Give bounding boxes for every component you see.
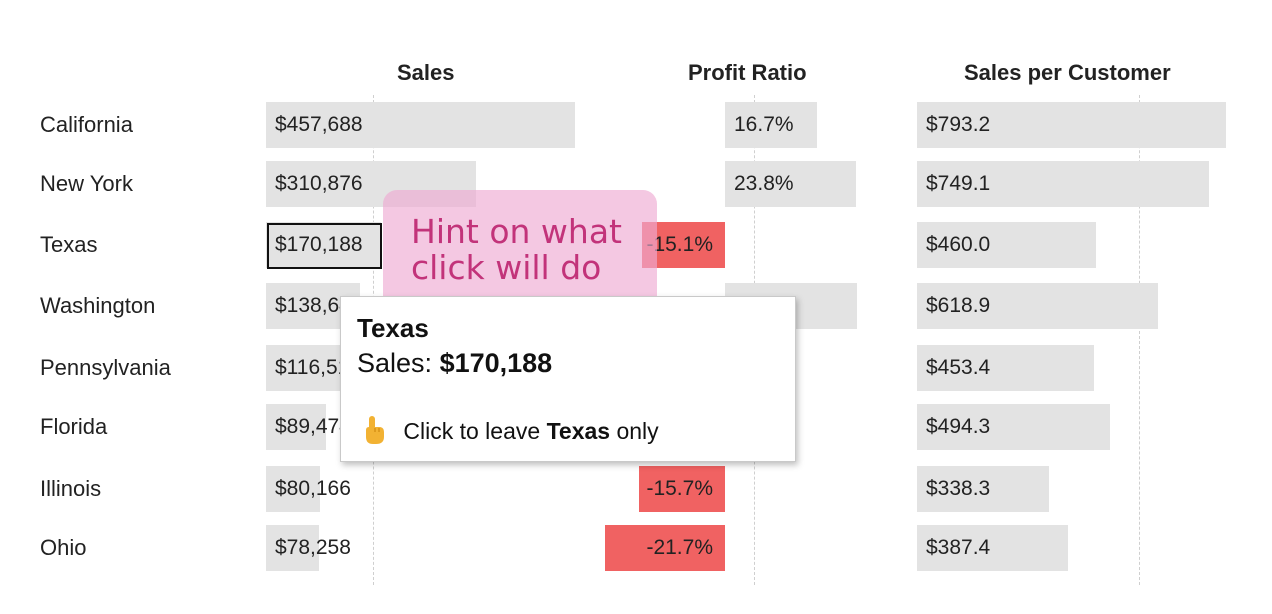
sales-column-header: Sales xyxy=(397,60,455,85)
profit-ratio-bar xyxy=(638,466,725,512)
sales-per-customer-reference-line xyxy=(1139,95,1140,585)
profit-ratio-column-header: Profit Ratio xyxy=(688,60,807,85)
sales-value-label: $89,474 xyxy=(275,415,351,438)
sales-per-customer-value-label: $338.3 xyxy=(926,477,991,500)
sales-per-customer-bar xyxy=(917,161,1209,207)
sales-bar xyxy=(266,102,575,148)
state-label-pennsylvania[interactable]: Pennsylvania xyxy=(40,355,171,380)
profit-ratio-value-label: -15.7% xyxy=(646,477,713,500)
state-label-washington[interactable]: Washington xyxy=(40,293,156,318)
sales-per-customer-value-label: $494.3 xyxy=(926,415,991,438)
state-label-california[interactable]: California xyxy=(40,112,133,137)
tooltip-metric-value: $170,188 xyxy=(439,348,553,378)
tooltip-action-suffix: only xyxy=(616,418,659,444)
profit-ratio-value-label: -21.7% xyxy=(646,536,713,559)
sales-bar xyxy=(266,404,327,450)
profit-ratio-bar xyxy=(725,102,817,148)
tooltip-metric: Sales: $170,188 xyxy=(357,348,795,379)
tooltip-title: Texas xyxy=(357,313,429,343)
tooltip-action-keep-only[interactable]: Click to leave Texas only xyxy=(361,415,659,445)
hint-line-1: Hint on what xyxy=(411,212,622,251)
profit-ratio-bar xyxy=(605,525,725,571)
sales-per-customer-value-label: $453.4 xyxy=(926,356,991,379)
sales-per-customer-value-label: $618.9 xyxy=(926,294,991,317)
sales-per-customer-column-header: Sales per Customer xyxy=(964,60,1171,85)
sales-value-label: $78,258 xyxy=(275,536,351,559)
sales-per-customer-bar xyxy=(917,525,1068,571)
sales-per-customer-bar xyxy=(917,283,1159,329)
sales-per-customer-bar xyxy=(917,222,1097,268)
profit-ratio-value-label: 16.7% xyxy=(734,113,794,136)
state-label-ohio[interactable]: Ohio xyxy=(40,535,87,560)
sales-value-label: $310,876 xyxy=(275,172,363,195)
click-hint-callout: Hint on what click will do xyxy=(383,190,657,316)
state-label-florida[interactable]: Florida xyxy=(40,414,108,439)
hint-line-2: click will do xyxy=(411,248,602,287)
sales-per-customer-value-label: $460.0 xyxy=(926,233,991,256)
sales-per-customer-bar xyxy=(917,404,1110,450)
pointing-hand-icon xyxy=(366,416,384,444)
sales-value-label: $80,166 xyxy=(275,477,351,500)
state-label-texas[interactable]: Texas xyxy=(40,232,98,257)
sales-bar xyxy=(266,345,345,391)
tooltip-metric-label: Sales: xyxy=(357,348,433,378)
sales-value-label: $116,512 xyxy=(275,356,362,379)
sales-per-customer-bar xyxy=(917,466,1049,512)
sales-per-customer-value-label: $749.1 xyxy=(926,172,991,195)
sales-per-customer-value-label: $387.4 xyxy=(926,536,991,559)
profit-ratio-value-label: -15.1% xyxy=(646,233,713,256)
sales-per-customer-bar xyxy=(917,345,1094,391)
selected-mark-outline xyxy=(267,223,382,269)
tooltip: Texas Sales: $170,188 Click to leave Tex… xyxy=(340,296,796,462)
sales-per-customer-value-label: $793.2 xyxy=(926,113,991,136)
sales-value-label: $170,188 xyxy=(275,233,363,256)
sales-bar xyxy=(266,222,381,268)
sales-value-label: $457,688 xyxy=(275,113,363,136)
sales-bar xyxy=(266,525,319,571)
tooltip-action-target: Texas xyxy=(546,418,611,444)
state-label-illinois[interactable]: Illinois xyxy=(40,476,102,501)
profit-ratio-bar xyxy=(725,161,857,207)
sales-bar xyxy=(266,466,321,512)
tooltip-action-prefix: Click to leave xyxy=(403,418,541,444)
sales-per-customer-bar xyxy=(917,102,1226,148)
profit-ratio-value-label: 23.8% xyxy=(734,172,794,195)
state-label-new-york[interactable]: New York xyxy=(40,171,133,196)
